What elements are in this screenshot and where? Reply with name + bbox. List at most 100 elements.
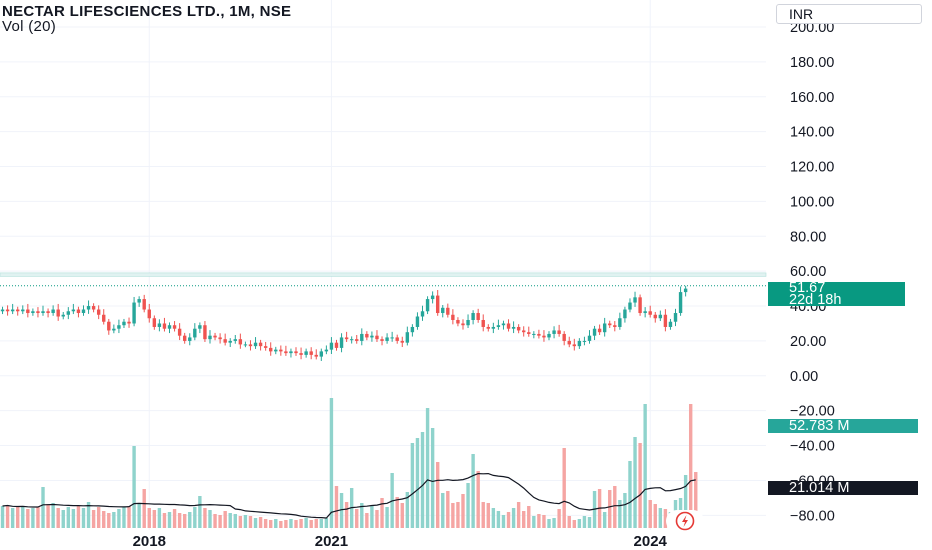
volume-bar: [218, 515, 222, 528]
volume-bar: [208, 510, 212, 528]
candle: [243, 341, 248, 348]
candle: [61, 311, 65, 320]
candle: [289, 348, 293, 358]
currency-button[interactable]: INR: [776, 4, 922, 24]
candle: [263, 341, 268, 351]
candle: [269, 342, 273, 356]
volume-bar: [142, 489, 146, 528]
volume-bar: [329, 398, 334, 528]
candle: [21, 305, 25, 315]
candle: [608, 320, 612, 329]
candle: [132, 296, 136, 327]
volume-bar: [602, 512, 607, 528]
candle: [339, 333, 344, 353]
volume-bar: [360, 503, 364, 528]
volume-badge: 52.783 M: [768, 419, 918, 433]
volume-bar: [344, 502, 349, 528]
candle: [177, 323, 182, 341]
y-tick-label: 60.00: [790, 264, 826, 280]
volume-indicator-label[interactable]: Vol (20): [2, 18, 57, 35]
candle: [253, 337, 258, 349]
volume-bar: [228, 513, 232, 528]
candle: [420, 305, 425, 321]
volume-bar: [683, 475, 688, 528]
candle: [294, 347, 298, 356]
candle: [122, 318, 126, 329]
candle: [653, 311, 657, 323]
candle: [157, 319, 162, 332]
volume-bar: [628, 461, 632, 528]
candle: [597, 324, 602, 335]
volume-bar: [511, 508, 516, 528]
candle: [46, 308, 50, 318]
volume-bar: [613, 486, 617, 528]
volume-bar: [21, 506, 25, 528]
candle: [683, 285, 688, 297]
volume-bar: [0, 506, 5, 528]
volume-bar: [567, 516, 571, 528]
price-highlight-band: [0, 272, 767, 277]
volume-bar: [324, 518, 329, 528]
candle: [380, 336, 384, 346]
bar-countdown: 22d 18h: [789, 292, 842, 308]
x-tick-label: 2024: [634, 533, 668, 550]
candle: [349, 336, 354, 344]
candle: [91, 303, 96, 313]
volume-bar: [122, 507, 126, 528]
volume-bar: [96, 507, 101, 528]
y-tick-label: −80.00: [790, 508, 835, 524]
candle: [274, 346, 278, 355]
volume-bar: [91, 510, 96, 528]
flash-button[interactable]: [666, 510, 704, 532]
candle: [567, 336, 571, 348]
volume-bar: [410, 443, 415, 528]
candle: [587, 330, 592, 344]
price-axis[interactable]: 200.00 180.00 160.00 140.00 120.00 100.00 80.0…: [790, 20, 835, 524]
candle: [370, 331, 374, 342]
volume-bar: [319, 519, 324, 528]
candle: [51, 305, 55, 316]
candle: [167, 322, 172, 334]
candle: [405, 326, 410, 346]
candle: [193, 323, 197, 341]
volume-bar: [279, 521, 283, 528]
time-axis[interactable]: 2018 2021 2024: [133, 533, 668, 550]
candle: [491, 322, 496, 334]
candle: [258, 339, 263, 351]
volume-bar: [501, 515, 506, 528]
candle: [188, 333, 192, 346]
candle: [572, 338, 577, 351]
candle: [527, 326, 531, 337]
volume-bar: [289, 519, 293, 528]
candle: [618, 312, 622, 330]
candle: [66, 307, 71, 320]
y-tick-label: 180.00: [790, 55, 834, 71]
volume-bar: [258, 517, 263, 528]
candle: [678, 286, 683, 316]
candle: [552, 326, 556, 339]
volume-bar: [167, 512, 172, 528]
volume-bar: [582, 516, 587, 528]
candle: [10, 303, 15, 315]
volume-bar: [385, 507, 389, 528]
candle: [238, 333, 243, 349]
volume-bar: [618, 500, 622, 528]
volume-bar: [577, 519, 582, 528]
volume-bar: [451, 503, 455, 528]
volume-bar: [435, 462, 440, 528]
volume-bar: [420, 432, 425, 528]
grid-lines: [0, 0, 766, 530]
candle: [107, 318, 111, 335]
volume-bar: [400, 503, 404, 528]
volume-bar: [430, 428, 435, 528]
candle: [147, 303, 151, 323]
volume-bar: [31, 508, 35, 528]
candle: [96, 305, 101, 320]
candle: [516, 324, 521, 334]
volume-bar: [309, 520, 313, 528]
volume-bar: [172, 509, 177, 528]
candle: [476, 308, 480, 323]
candle: [329, 337, 334, 354]
candle: [41, 305, 45, 316]
